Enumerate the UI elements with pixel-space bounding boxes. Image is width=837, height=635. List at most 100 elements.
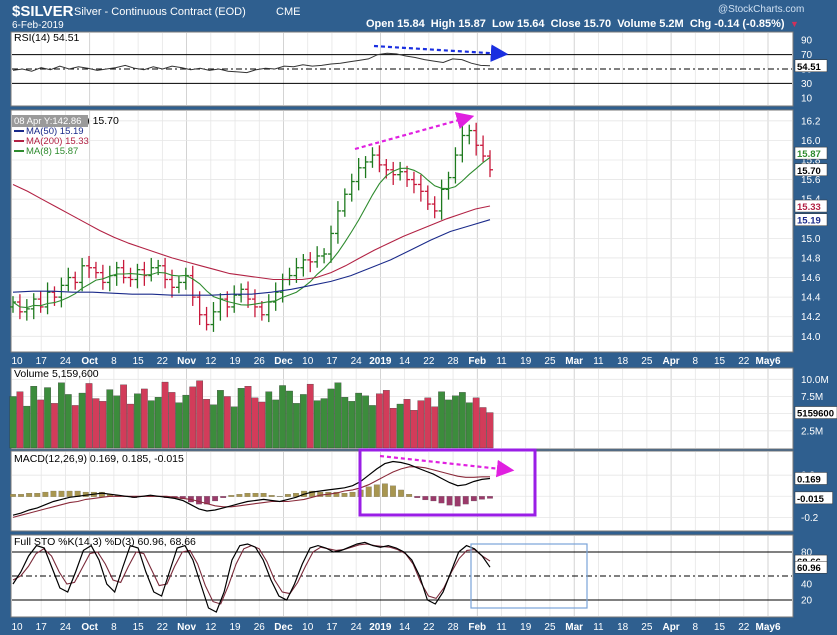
macd-histogram-bar bbox=[284, 494, 291, 497]
macd-histogram-bar bbox=[42, 491, 49, 497]
x-tick-label: Oct bbox=[81, 622, 98, 633]
macd-histogram-bar bbox=[462, 496, 469, 505]
x-axis-bottom: 10 17 24 Oct 8 15 22 Nov 12 19 26 Dec 10 17 24 2019 14 22… bbox=[11, 622, 781, 633]
volume-bar bbox=[486, 412, 494, 449]
volume-title: Volume 5,159,600 bbox=[14, 368, 99, 380]
ma50-line bbox=[12, 219, 491, 296]
x-tick-label: May6 bbox=[755, 622, 780, 633]
macd-title: MACD(12,26,9) 0.169, 0.185, -0.015 bbox=[14, 453, 184, 465]
macd-histogram-bar bbox=[446, 496, 453, 506]
y-tick-label: 30 bbox=[801, 79, 813, 90]
x-tick-label: 12 bbox=[205, 356, 217, 367]
x-tick-label: 2019 bbox=[369, 356, 392, 367]
volume-bar bbox=[334, 382, 342, 449]
x-tick-label: 22 bbox=[423, 356, 435, 367]
x-tick-label: Mar bbox=[565, 356, 583, 367]
x-tick-label: May6 bbox=[755, 356, 780, 367]
price-chart bbox=[10, 122, 493, 332]
value-marker bbox=[794, 472, 828, 485]
y-tick-label: 2.5M bbox=[801, 426, 823, 437]
volume-bar bbox=[306, 383, 314, 449]
x-tick-label: 28 bbox=[448, 356, 460, 367]
ma8-line bbox=[12, 156, 491, 309]
macd-histogram-bar bbox=[438, 496, 445, 504]
x-tick-label: 10 bbox=[11, 356, 23, 367]
volume-bar bbox=[106, 389, 114, 449]
volume-bar bbox=[182, 394, 190, 449]
volume-bar bbox=[196, 380, 204, 449]
x-tick-label: 25 bbox=[641, 356, 653, 367]
macd-histogram-bar bbox=[365, 486, 372, 497]
ma-legend-label: MA(8) 15.87 bbox=[26, 146, 78, 157]
volume-bar bbox=[299, 394, 307, 449]
rsi-line bbox=[12, 52, 491, 74]
x-tick-label: 22 bbox=[157, 622, 169, 633]
value-marker-label: 15.87 bbox=[797, 149, 821, 160]
y-tick-label: 15.0 bbox=[801, 234, 821, 245]
volume-bar bbox=[417, 400, 425, 449]
chart-date: 6-Feb-2019 bbox=[12, 20, 64, 31]
volume-bar bbox=[251, 397, 259, 449]
volume-bar bbox=[348, 401, 356, 449]
volume-bar bbox=[458, 392, 466, 449]
y-tick-label: 10 bbox=[801, 93, 813, 104]
y-tick-label: -0.2 bbox=[801, 513, 819, 524]
macd-histogram-bar bbox=[236, 494, 243, 497]
y-tick-label: 14.8 bbox=[801, 253, 821, 264]
volume-bar bbox=[341, 397, 349, 449]
volume-bar bbox=[265, 391, 273, 449]
volume-bar bbox=[23, 405, 31, 449]
y-tick-label: 14.2 bbox=[801, 312, 821, 323]
volume-bar bbox=[51, 403, 58, 449]
volume-bar bbox=[424, 397, 432, 449]
volume-bar bbox=[134, 393, 141, 449]
macd-histogram-bar bbox=[373, 484, 380, 497]
volume-bar bbox=[279, 385, 286, 449]
ohlc-summary: Open 15.84 High 15.87 Low 15.64 Close 15… bbox=[366, 18, 785, 30]
x-tick-label: 19 bbox=[520, 356, 532, 367]
y-tick-label: 14.0 bbox=[801, 332, 821, 343]
macd-divergence-arrow bbox=[379, 454, 515, 478]
watermark: @StockCharts.com bbox=[718, 4, 804, 15]
value-marker bbox=[794, 59, 828, 73]
macd-histogram-bar bbox=[244, 493, 251, 497]
volume-bar bbox=[99, 401, 107, 449]
x-tick-label: 15 bbox=[714, 622, 726, 633]
x-tick-label: 18 bbox=[617, 622, 629, 633]
volume-bar bbox=[382, 390, 390, 449]
price-trend-arrow bbox=[354, 112, 475, 151]
volume-bar bbox=[313, 400, 321, 449]
volume-bar bbox=[92, 398, 100, 449]
volume-bar bbox=[16, 391, 24, 449]
x-tick-label: 24 bbox=[60, 622, 72, 633]
x-tick-label: 14 bbox=[399, 356, 411, 367]
volume-bar bbox=[9, 396, 17, 449]
x-tick-label: 8 bbox=[111, 356, 117, 367]
ma-legend-label: MA(200) 15.33 bbox=[26, 136, 89, 147]
x-tick-label: 10 bbox=[11, 622, 23, 633]
x-tick-label: 22 bbox=[423, 622, 435, 633]
volume-bar bbox=[175, 402, 183, 449]
volume-bar bbox=[465, 402, 473, 449]
y-tick-label: 20 bbox=[801, 596, 813, 607]
x-tick-label: 11 bbox=[593, 622, 604, 633]
volume-bar bbox=[355, 392, 363, 449]
volume-bar bbox=[189, 386, 197, 449]
volume-bar bbox=[445, 399, 452, 449]
volume-bar bbox=[147, 400, 155, 449]
value-marker bbox=[794, 163, 828, 177]
y-tick-label: 14.6 bbox=[801, 273, 821, 284]
volume-bar bbox=[369, 405, 376, 449]
volume-bar bbox=[44, 387, 51, 449]
x-tick-label: 19 bbox=[229, 622, 241, 633]
macd-histogram-bar bbox=[252, 493, 259, 497]
macd-histogram-bar bbox=[18, 494, 24, 497]
macd-histogram-bar bbox=[406, 494, 413, 497]
volume-bar bbox=[113, 395, 121, 449]
volume-bar bbox=[389, 408, 397, 449]
value-marker bbox=[794, 491, 833, 505]
symbol-description: Silver - Continuous Contract (EOD) bbox=[74, 6, 246, 18]
y-tick-label: 15.6 bbox=[801, 175, 821, 186]
